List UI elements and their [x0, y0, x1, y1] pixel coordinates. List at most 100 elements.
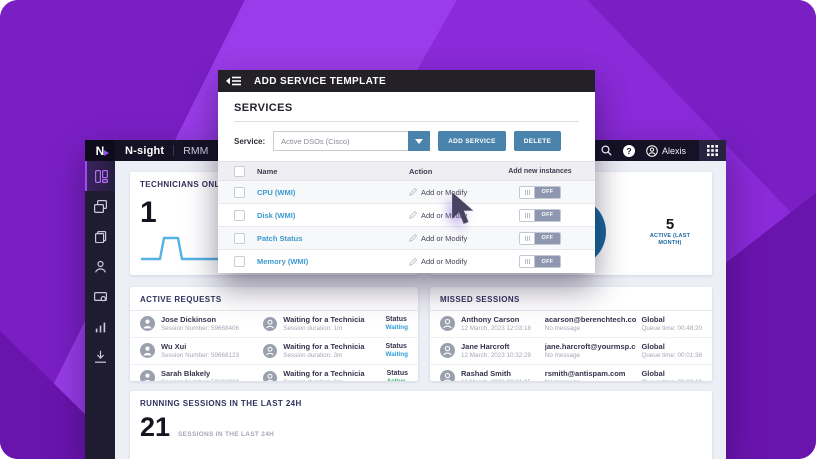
sidebar-item-downloads[interactable] [85, 341, 115, 371]
caller-email: acarson@berenchtech.com [544, 315, 637, 324]
request-text: Waiting for a Technician... [283, 315, 365, 324]
service-select-value: Active DSOs (Cisco) [273, 131, 409, 151]
running-sessions-body: 21 SESSIONS IN THE LAST 24H [130, 414, 712, 441]
session-duration: Session duration: 3m [283, 351, 343, 359]
devices-icon [93, 199, 107, 213]
row-checkbox[interactable] [234, 232, 245, 244]
caller-message: No message [545, 379, 637, 381]
sidebar-item-devices[interactable] [85, 191, 115, 221]
caller-cell: Rashad Smith 12 March, 2023 08:01:35 [440, 369, 545, 381]
action-label: Add or Modify [421, 187, 468, 197]
nable-logo[interactable]: N [85, 140, 115, 161]
technician-icon [263, 343, 278, 358]
pencil-icon [409, 188, 417, 196]
sidebar-item-remote-control[interactable] [85, 281, 115, 311]
queue-time: Queue time: 00:03:19 [641, 379, 702, 381]
status-header: Status [385, 316, 407, 324]
instances-toggle[interactable]: OFF [519, 231, 561, 245]
toggle-grip [520, 232, 535, 244]
queue-scope: Global [641, 315, 665, 324]
instances-toggle[interactable]: OFF [519, 208, 561, 222]
delete-button[interactable]: DELETE [513, 131, 562, 151]
dashboard-icon [94, 169, 108, 183]
missed-time: 12 March, 2023 12:03:18 [461, 324, 532, 332]
panel-title: RUNNING SESSIONS IN THE LAST 24H [140, 399, 302, 408]
sidebar-item-reports[interactable] [85, 311, 115, 341]
service-name-link[interactable]: CPU (WMI) [257, 187, 296, 197]
row-checkbox[interactable] [234, 256, 245, 267]
help-icon[interactable]: ? [622, 144, 635, 157]
running-sessions-caption: SESSIONS IN THE LAST 24H [178, 431, 275, 438]
status-cell: Status Active [387, 369, 408, 381]
devices-stat-last-month: 5 ACTIVE (LAST MONTH) [644, 216, 696, 247]
active-request-row[interactable]: Wu Xui Session Number: 59668123 Waiting … [130, 338, 418, 365]
contact-cell: rsmith@antispam.com No message [545, 369, 637, 381]
add-or-modify-action[interactable]: Add or Modify [409, 234, 501, 243]
copy-icon [94, 230, 106, 243]
user-icon [94, 260, 106, 273]
request-info: Waiting for a Technician... Session dura… [283, 369, 365, 381]
mouse-cursor [451, 192, 475, 225]
app-grid-icon[interactable] [699, 140, 726, 161]
queue-scope: Global [641, 341, 665, 351]
brand-name: N-sight [125, 144, 165, 157]
service-name-link[interactable]: Disk (WMI) [257, 210, 296, 220]
add-or-modify-action[interactable]: Add or Modify [409, 211, 501, 220]
session-duration: Session duration: 1m [283, 324, 343, 332]
row-checkbox[interactable] [234, 209, 245, 221]
requester-name: Jose Dickinson [161, 315, 217, 324]
requester-info: Wu Xui Session Number: 59668123 [161, 342, 239, 360]
requester-name: Sarah Blakely [161, 368, 211, 378]
sidebar-item-duplicates[interactable] [85, 221, 115, 251]
user-menu[interactable]: Alexis [646, 144, 686, 157]
missed-session-row[interactable]: Rashad Smith 12 March, 2023 08:01:35 rsm… [430, 365, 712, 381]
add-or-modify-action[interactable]: Add or Modify [409, 188, 501, 197]
contact-cell: jane.harcroft@yourmsp.com No message [545, 342, 637, 360]
sidebar-item-users[interactable] [85, 251, 115, 281]
service-name-link[interactable]: Memory (WMI) [257, 257, 309, 266]
missed-session-row[interactable]: Jane Harcroft 12 March, 2023 10:32:29 ja… [430, 338, 712, 365]
request-text: Waiting for a Technician... [283, 341, 365, 351]
missed-time: 12 March, 2023 10:32:29 [461, 351, 532, 359]
collapse-menu-icon[interactable] [226, 75, 242, 87]
instances-toggle[interactable]: OFF [519, 255, 561, 268]
service-name-link[interactable]: Patch Status [257, 233, 303, 243]
toggle-off-label: OFF [535, 186, 560, 198]
caller-name: Jane Harcroft [461, 341, 510, 351]
caller-email: jane.harcroft@yourmsp.com [544, 341, 637, 351]
action-label: Add or Modify [421, 233, 468, 243]
row-checkbox[interactable] [234, 186, 245, 198]
instances-toggle[interactable]: OFF [519, 185, 561, 199]
caller-info: Rashad Smith 12 March, 2023 08:01:35 [461, 369, 531, 381]
session-number: Session Number: 59668039 [161, 379, 239, 381]
service-label: Service: [234, 136, 266, 146]
status-header: Status [386, 370, 408, 378]
active-request-row[interactable]: Sarah Blakely Session Number: 59668039 W… [130, 365, 418, 381]
service-table-row: Memory (WMI) Add or Modify OFF [218, 250, 595, 273]
sidebar-item-dashboard[interactable] [85, 161, 115, 191]
queue-scope: Global [641, 368, 665, 378]
missed-session-row[interactable]: Anthony Carson 12 March, 2023 12:03:18 a… [430, 311, 712, 338]
requester-cell: Sarah Blakely Session Number: 59668039 [140, 369, 263, 381]
action-label: Add or Modify [421, 257, 468, 266]
add-or-modify-action[interactable]: Add or Modify [409, 257, 501, 266]
caller-email: rsmith@antispam.com [544, 368, 626, 378]
status-header: Status [385, 343, 407, 351]
add-service-button[interactable]: ADD SERVICE [438, 131, 506, 151]
requester-cell: Wu Xui Session Number: 59668123 [140, 342, 263, 360]
caller-cell: Anthony Carson 12 March, 2023 12:03:18 [440, 315, 545, 333]
active-request-row[interactable]: Jose Dickinson Session Number: 59668406 … [130, 311, 418, 338]
technicians-count: 1 [140, 196, 157, 229]
caller-name: Anthony Carson [461, 315, 520, 324]
toggle-off-label: OFF [535, 256, 560, 267]
select-all-checkbox[interactable] [234, 165, 245, 177]
search-icon[interactable] [601, 145, 612, 156]
avatar-icon [440, 370, 455, 381]
chevron-down-icon[interactable] [408, 131, 431, 151]
pencil-icon [409, 257, 417, 266]
request-cell: Waiting for a Technician... Session dura… [263, 342, 365, 360]
session-number: Session Number: 59668123 [161, 351, 240, 359]
service-select[interactable]: Active DSOs (Cisco) [273, 131, 431, 151]
session-duration: Session duration: 6m [283, 379, 365, 381]
user-name: Alexis [661, 145, 686, 156]
